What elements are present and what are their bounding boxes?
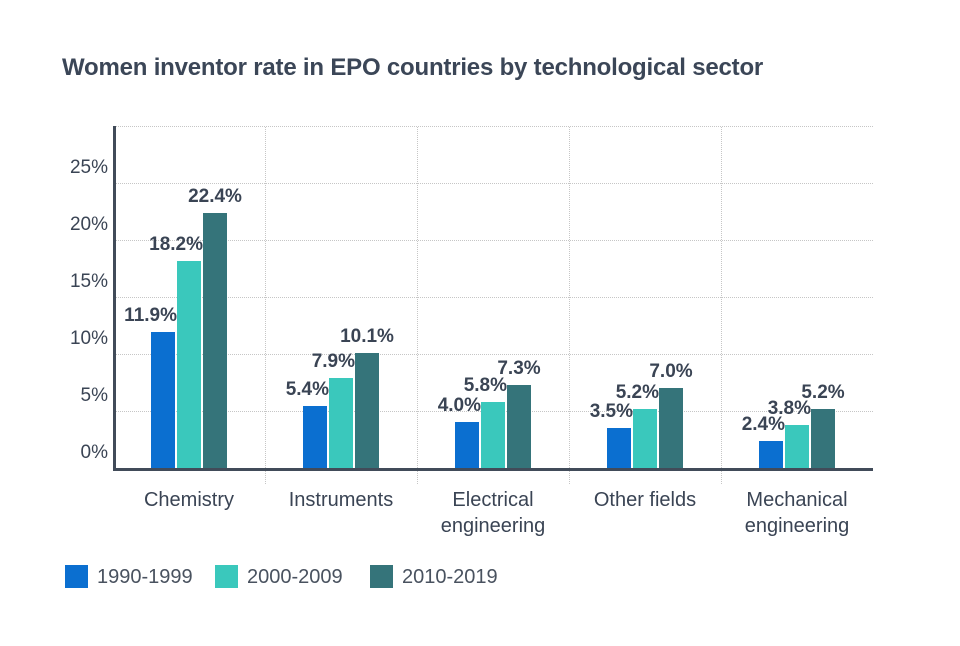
bar-2000-2009-instruments bbox=[329, 378, 353, 468]
bar-2010-2019-other-fields bbox=[659, 388, 683, 468]
gridline-horizontal bbox=[115, 297, 873, 298]
bar-1990-1999-chemistry bbox=[151, 332, 175, 468]
bar-1990-1999-electrical-engineering bbox=[455, 422, 479, 468]
y-tick-label: 0% bbox=[80, 442, 108, 463]
bar-value-label: 10.1% bbox=[340, 326, 394, 347]
bar-2000-2009-electrical-engineering bbox=[481, 402, 505, 468]
bar-2000-2009-mechanical-engineering bbox=[785, 425, 809, 468]
bar-2010-2019-electrical-engineering bbox=[507, 385, 531, 468]
bar-value-label: 7.9% bbox=[311, 351, 355, 372]
chart-legend: 1990-1999 2000-2009 2010-2019 bbox=[0, 565, 960, 588]
bar-value-label: 5.2% bbox=[801, 382, 845, 403]
bar-value-label: 4.0% bbox=[437, 395, 481, 416]
bar-2010-2019-mechanical-engineering bbox=[811, 409, 835, 468]
y-tick-label: 15% bbox=[69, 271, 108, 292]
gridline-vertical bbox=[721, 127, 722, 484]
y-axis-line bbox=[113, 126, 116, 471]
legend-swatch-2000-2009 bbox=[215, 565, 238, 588]
chart-title: Women inventor rate in EPO countries by … bbox=[62, 54, 764, 81]
bar-value-label: 5.8% bbox=[463, 375, 507, 396]
category-label: Electrical engineering bbox=[440, 489, 546, 537]
bar-value-label: 5.4% bbox=[285, 379, 329, 400]
bar-value-label: 2.4% bbox=[741, 414, 785, 435]
bar-value-label: 18.2% bbox=[149, 234, 203, 255]
category-label: Chemistry bbox=[143, 489, 234, 511]
bar-value-label: 3.5% bbox=[589, 401, 633, 422]
bar-1990-1999-mechanical-engineering bbox=[759, 441, 783, 468]
bar-value-label: 7.3% bbox=[497, 358, 541, 379]
legend-label-2010-2019: 2010-2019 bbox=[402, 566, 498, 588]
legend-swatch-1990-1999 bbox=[65, 565, 88, 588]
legend-label-2000-2009: 2000-2009 bbox=[247, 566, 343, 588]
bar-value-label: 3.8% bbox=[767, 398, 811, 419]
gridline-horizontal bbox=[115, 240, 873, 241]
bar-value-label: 22.4% bbox=[188, 186, 242, 207]
gridline-horizontal bbox=[115, 126, 873, 127]
legend-swatch-2010-2019 bbox=[370, 565, 393, 588]
gridline-vertical bbox=[417, 127, 418, 484]
bar-2010-2019-instruments bbox=[355, 353, 379, 468]
gridline-vertical bbox=[569, 127, 570, 484]
category-label: Instruments bbox=[288, 489, 394, 511]
category-label: Other fields bbox=[593, 489, 697, 511]
bar-1990-1999-other-fields bbox=[607, 428, 631, 468]
x-axis-line bbox=[113, 468, 873, 471]
category-label: Mechanical engineering bbox=[744, 489, 850, 537]
bar-value-label: 5.2% bbox=[615, 382, 659, 403]
gridline-vertical bbox=[265, 127, 266, 484]
y-tick-label: 5% bbox=[80, 385, 108, 406]
bar-2010-2019-chemistry bbox=[203, 213, 227, 468]
bar-2000-2009-chemistry bbox=[177, 261, 201, 468]
y-tick-label: 20% bbox=[69, 214, 108, 235]
y-tick-label: 25% bbox=[69, 157, 108, 178]
y-tick-label: 10% bbox=[69, 328, 108, 349]
gridline-horizontal bbox=[115, 354, 873, 355]
bar-2000-2009-other-fields bbox=[633, 409, 657, 468]
bar-1990-1999-instruments bbox=[303, 406, 327, 468]
legend-label-1990-1999: 1990-1999 bbox=[97, 566, 193, 588]
gridline-horizontal bbox=[115, 183, 873, 184]
bar-value-label: 11.9% bbox=[124, 305, 177, 326]
bar-value-label: 7.0% bbox=[649, 361, 693, 382]
plot-area: 0% 5% 10% 15% 20% 25% Chemistry 11.9% 18.2% 22.4%… bbox=[69, 126, 873, 537]
